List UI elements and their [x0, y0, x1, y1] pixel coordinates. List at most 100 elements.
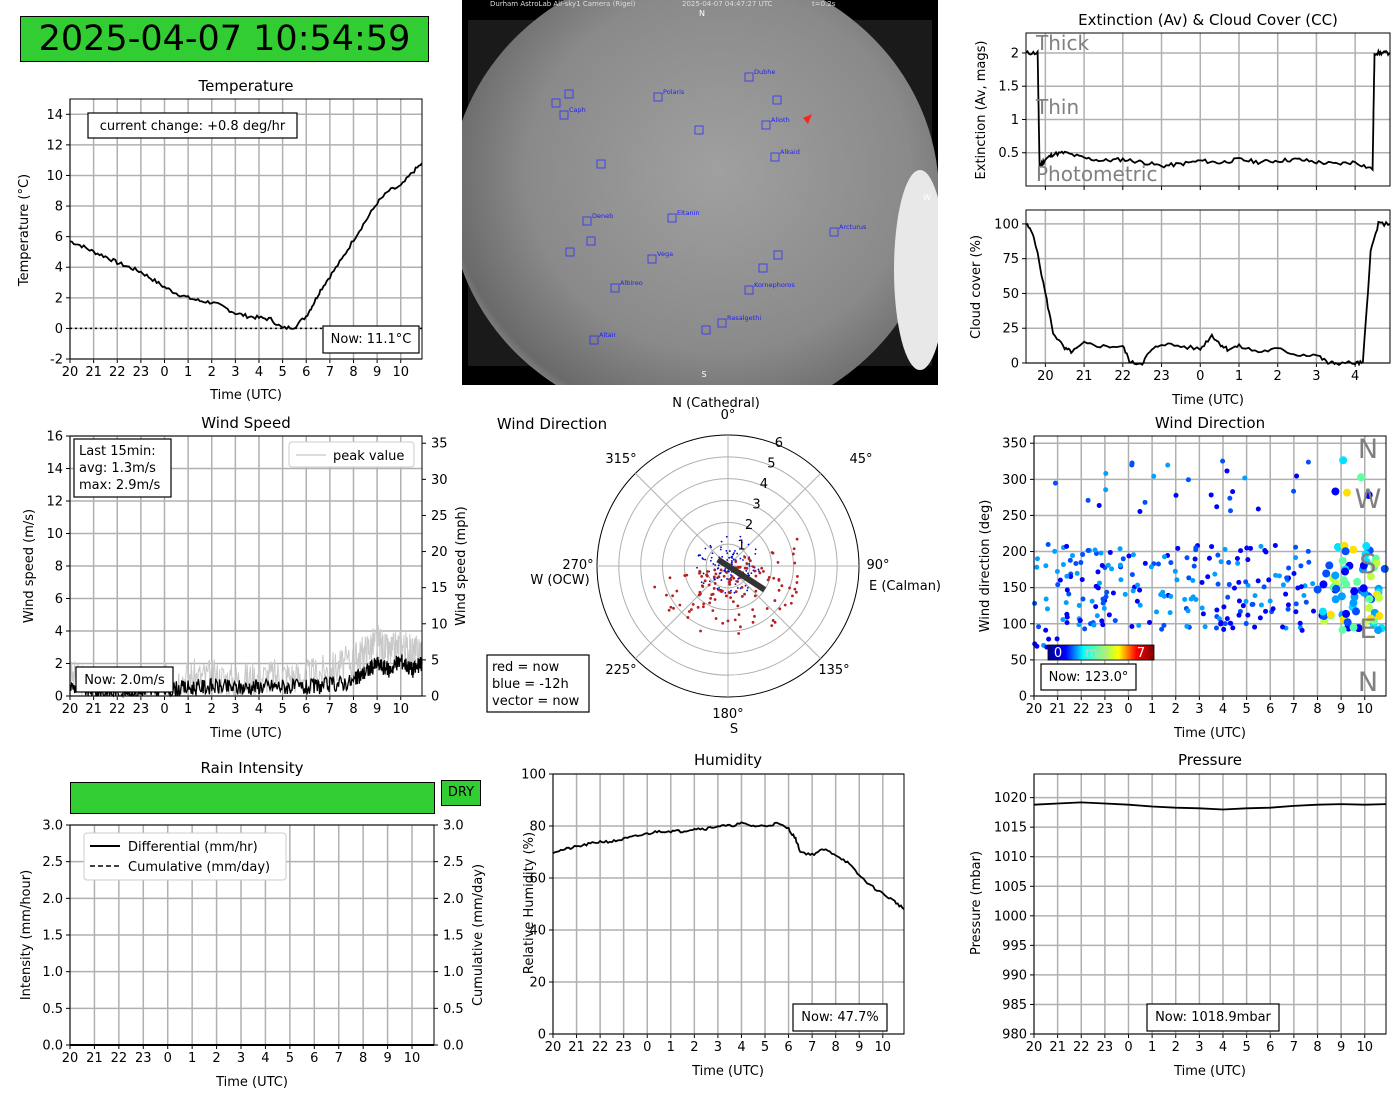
wind-direction-point	[1311, 608, 1317, 614]
wind-direction-point	[1218, 619, 1224, 625]
polar-wind-point	[745, 562, 749, 565]
wind-direction-point	[1068, 574, 1074, 580]
wind-direction-point	[1186, 624, 1192, 630]
polar-wind-point	[739, 535, 742, 538]
sky-camera-title: Durham AstroLab All-sky1 Camera (Rigel)	[490, 0, 636, 8]
wind-direction-point	[1091, 622, 1097, 628]
polar-wind-point	[737, 566, 741, 569]
polar-wind-point	[745, 569, 748, 572]
x-tick-label: 9	[383, 1051, 391, 1066]
polar-wind-point	[748, 565, 751, 567]
polar-wind-point	[728, 583, 730, 585]
x-tick-label: 3	[1195, 702, 1203, 717]
wind-direction-point	[1338, 556, 1347, 565]
pressure-now-label: Now: 1018.9mbar	[1155, 1010, 1271, 1025]
polar-angle-label: 270°	[562, 558, 593, 573]
polar-spoke	[727, 565, 821, 659]
x-tick-label: 10	[1356, 702, 1373, 717]
polar-wind-point	[760, 566, 764, 570]
wind-direction-point	[1243, 621, 1249, 627]
polar-wind-point	[727, 565, 730, 568]
polar-wind-point	[724, 564, 727, 567]
polar-wind-point	[730, 561, 733, 564]
wind-direction-point	[1357, 473, 1366, 482]
wind-speed-now-label-box	[75, 666, 174, 693]
y-tick-label: 0.0	[42, 1039, 63, 1054]
wind-direction-point	[1046, 636, 1052, 642]
wind-direction-point	[1151, 473, 1157, 479]
x-tick-label: 6	[784, 1040, 792, 1055]
wind-direction-point	[1237, 608, 1243, 614]
compass-letter: W	[1355, 484, 1382, 515]
wind-direction-point	[1093, 583, 1099, 589]
polar-wind-point	[733, 618, 737, 622]
wind-direction-point	[1074, 570, 1080, 576]
wind-direction-point	[1161, 554, 1167, 560]
polar-wind-point	[745, 566, 749, 570]
y-tick-label: 6	[55, 230, 63, 245]
wind-direction-point	[1276, 573, 1282, 579]
wind-direction-frame	[1033, 435, 1387, 697]
x-tick-label: 4	[1219, 702, 1227, 717]
sky-star-marker	[551, 98, 561, 108]
wind-direction-point	[1228, 508, 1234, 514]
x-tick-label: 3	[714, 1040, 722, 1055]
sky-star-label: Albireo	[620, 279, 643, 287]
polar-legend-now: red = now	[492, 660, 560, 675]
y-tick-label: 1005	[994, 880, 1027, 895]
wind-direction-point	[1034, 556, 1040, 562]
cloud-cover-frame	[1025, 209, 1391, 364]
wind-direction-point	[1319, 580, 1328, 589]
wind-direction-point	[1284, 577, 1290, 583]
polar-wind-point	[754, 552, 757, 555]
y-tick-label: 100	[994, 217, 1019, 232]
x-tick-label: 8	[832, 1040, 840, 1055]
wind-direction-point	[1250, 601, 1256, 607]
extinction-line	[1025, 48, 1391, 172]
polar-wind-point	[707, 583, 711, 587]
polar-wind-point	[719, 572, 722, 574]
colorbar-max: 7	[1137, 646, 1145, 661]
polar-wind-point	[717, 564, 720, 567]
wind-direction-point	[1218, 559, 1224, 565]
polar-wind-point	[795, 575, 799, 578]
wind-direction-point	[1068, 571, 1074, 577]
polar-wind-point	[728, 563, 730, 566]
wind-direction-point	[1130, 552, 1136, 558]
wind-direction-point	[1175, 545, 1181, 551]
y-tick-label: 0	[1011, 357, 1019, 372]
y2-tick-label: 15	[431, 581, 448, 596]
polar-wind-point	[727, 578, 731, 581]
polar-wind-point	[711, 592, 715, 596]
polar-wind-point	[698, 554, 700, 556]
polar-wind-point	[748, 563, 751, 565]
wind-direction-point	[1371, 557, 1380, 566]
wind-direction-point	[1222, 621, 1228, 627]
wind-direction-point	[1366, 614, 1375, 623]
polar-wind-point	[736, 566, 740, 569]
polar-wind-point	[699, 629, 702, 633]
polar-wind-point	[795, 581, 799, 584]
sky-star-marker	[761, 120, 771, 130]
polar-wind-point	[703, 579, 707, 583]
wind-direction-point	[1331, 579, 1340, 588]
polar-wind-point	[704, 547, 707, 550]
wind-direction-point	[1326, 610, 1335, 619]
polar-wind-point	[716, 577, 719, 579]
x-tick-label: 9	[855, 1040, 863, 1055]
rain-status-bar	[70, 782, 435, 814]
sky-camera-exposure: t=0.2s	[812, 0, 836, 8]
polar-wind-point	[778, 607, 782, 611]
wind-direction-point	[1055, 582, 1061, 588]
wind-direction-point	[1103, 470, 1109, 476]
wind-direction-point	[1117, 546, 1123, 552]
wind-direction-point	[1060, 617, 1066, 623]
polar-wind-point	[665, 593, 668, 597]
polar-wind-point	[720, 546, 722, 549]
wind-direction-point	[1331, 487, 1340, 496]
polar-east-label: E (Calman)	[869, 579, 941, 594]
wind-direction-point	[1034, 564, 1040, 570]
polar-wind-point	[721, 589, 724, 593]
x-tick-label: 4	[255, 702, 263, 717]
x-tick-label: 3	[1195, 1040, 1203, 1055]
